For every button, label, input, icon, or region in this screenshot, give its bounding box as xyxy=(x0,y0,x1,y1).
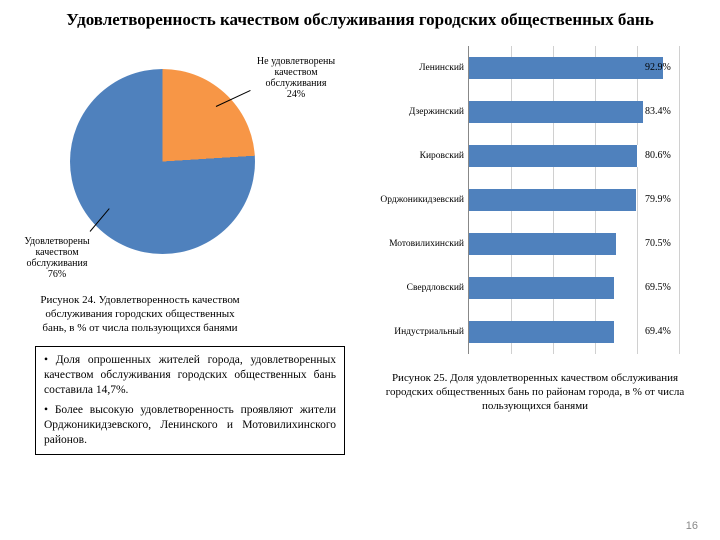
bar-fill xyxy=(469,233,617,255)
gridline xyxy=(637,178,638,222)
bar-value: 79.9% xyxy=(645,194,671,205)
bar-track: 92.9% xyxy=(468,46,690,90)
gridline xyxy=(679,46,680,90)
figure-24-caption: Рисунок 24. Удовлетворенность качеством … xyxy=(35,294,245,335)
bar-value: 80.6% xyxy=(645,150,671,161)
gridline xyxy=(637,222,638,266)
text-box: • Доля опрошенных жителей города, удовле… xyxy=(35,346,345,456)
bar-label: Свердловский xyxy=(370,283,468,293)
gridline xyxy=(637,266,638,310)
bar-track: 80.6% xyxy=(468,134,690,178)
gridline xyxy=(679,310,680,354)
bar-value: 69.5% xyxy=(645,282,671,293)
bar-track: 79.9% xyxy=(468,178,690,222)
pie-chart xyxy=(70,69,255,254)
bar-row: Кировский 80.6% xyxy=(370,134,690,178)
pie-chart-wrap: Не удовлетворены качеством обслуживания … xyxy=(20,34,360,284)
figure-25-caption: Рисунок 25. Доля удовлетворенных качеств… xyxy=(370,372,700,413)
pie-label-unsatisfied: Не удовлетворены качеством обслуживания xyxy=(257,56,335,89)
bar-row: Мотовилихинский 70.5% xyxy=(370,222,690,266)
gridline xyxy=(679,178,680,222)
bullet-2: • Более высокую удовлетворенность проявл… xyxy=(44,403,336,448)
pie-pct-satisfied: 76% xyxy=(48,269,66,280)
bar-value: 69.4% xyxy=(645,326,671,337)
pie-callout-satisfied: Удовлетворены качеством обслуживания 76% xyxy=(14,236,100,280)
bar-track: 69.4% xyxy=(468,310,690,354)
bar-label: Кировский xyxy=(370,151,468,161)
bar-fill xyxy=(469,189,637,211)
bar-fill xyxy=(469,57,664,79)
left-column: Не удовлетворены качеством обслуживания … xyxy=(20,34,360,455)
bar-chart: Ленинский 92.9% Дзержинский 83.4% Кировский 8… xyxy=(370,46,690,354)
bar-label: Индустриальный xyxy=(370,327,468,337)
bar-track: 69.5% xyxy=(468,266,690,310)
bar-fill xyxy=(469,277,615,299)
gridline xyxy=(637,310,638,354)
page-number: 16 xyxy=(686,520,698,532)
bar-row: Свердловский 69.5% xyxy=(370,266,690,310)
bar-row: Индустриальный 69.4% xyxy=(370,310,690,354)
bar-fill xyxy=(469,145,638,167)
page-title: Удовлетворенность качеством обслуживания… xyxy=(0,0,720,34)
gridline xyxy=(679,134,680,178)
pie-pct-unsatisfied: 24% xyxy=(287,89,305,100)
bar-fill xyxy=(469,101,644,123)
bar-label: Дзержинский xyxy=(370,107,468,117)
bar-row: Ленинский 92.9% xyxy=(370,46,690,90)
bar-fill xyxy=(469,321,615,343)
bar-value: 92.9% xyxy=(645,62,671,73)
bar-label: Орджоникидзевский xyxy=(370,195,468,205)
bar-value: 70.5% xyxy=(645,238,671,249)
bar-track: 83.4% xyxy=(468,90,690,134)
bar-label: Мотовилихинский xyxy=(370,239,468,249)
bar-track: 70.5% xyxy=(468,222,690,266)
right-column: Ленинский 92.9% Дзержинский 83.4% Кировский 8… xyxy=(370,34,700,455)
pie-label-satisfied: Удовлетворены качеством обслуживания xyxy=(24,236,89,269)
main-content: Не удовлетворены качеством обслуживания … xyxy=(0,34,720,455)
pie-callout-unsatisfied: Не удовлетворены качеством обслуживания … xyxy=(256,56,336,100)
gridline xyxy=(679,90,680,134)
bar-row: Орджоникидзевский 79.9% xyxy=(370,178,690,222)
bar-row: Дзержинский 83.4% xyxy=(370,90,690,134)
bar-label: Ленинский xyxy=(370,63,468,73)
bar-value: 83.4% xyxy=(645,106,671,117)
gridline xyxy=(679,222,680,266)
bullet-1: • Доля опрошенных жителей города, удовле… xyxy=(44,353,336,398)
gridline xyxy=(679,266,680,310)
